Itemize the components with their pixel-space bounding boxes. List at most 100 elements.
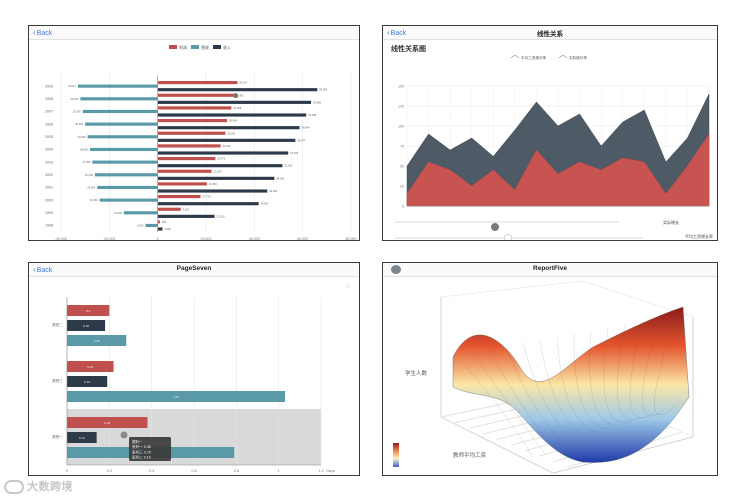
data-label: 2,000 [165,227,172,231]
bar [85,122,158,126]
x-tick-label: 0 [66,469,68,473]
bar [157,189,268,193]
tooltip-line: 系列二: 0.14 [132,455,151,460]
x-axis-label: Days [326,469,335,473]
data-label: 33,017 [239,81,247,85]
data-label: 25,000 [87,185,95,189]
tooltip-line: 类别一 [132,439,143,444]
page-title: PageSeven [176,265,212,272]
bar [157,195,201,199]
data-label: 28,000 [80,147,88,151]
bar [157,138,296,142]
bar [157,214,215,218]
tooltip-line: 系列三: 0.79 [132,449,151,454]
x-tick-label: 1.2 [318,469,323,473]
bar [157,157,216,161]
nav-bar: ‹Back PageSeven [29,263,359,277]
axis-box [440,297,694,474]
data-label: 0.19 [84,380,90,384]
tooltip-line: 系列一: 0.38 [132,444,151,449]
data-label: 0.38 [104,421,110,425]
x-tick-label: 1 [278,469,280,473]
data-label: 48,283 [276,176,284,180]
y-tick-label: 150 [398,85,404,89]
data-label: 29,000 [78,135,86,139]
x-tick-label: 20,000 [201,237,212,240]
nav-bar: ‹Back [29,26,359,40]
bar [157,144,221,148]
legend-label: 利润 [179,44,187,50]
x-tick-label: 60,000 [297,237,308,240]
y-tick-label: 2008 [45,97,53,101]
y-tick-label: 75 [400,145,404,149]
mesh-line [522,342,578,442]
data-label: 56,977 [297,138,305,142]
x-tick-label: 0.2 [107,469,112,473]
x-tick-label: 0.6 [191,469,196,473]
axis-box [440,280,694,318]
back-button[interactable] [391,265,401,274]
data-label: 58,694 [302,126,310,130]
surface-3d-chart [393,280,694,474]
back-button[interactable]: ‹Back [387,28,406,37]
bar [67,305,110,316]
cursor-dot [233,93,239,99]
bar [123,211,158,215]
data-label: 0.2 [86,309,91,313]
legend-swatch [169,45,177,49]
data-label: 0.14 [79,436,85,440]
mesh-line [454,354,534,458]
legend-swatch [558,54,568,59]
bar-chart-panel: ‹Back -40,000 -20,000 0 20,000 40,000 60,000 8… [28,25,360,241]
data-label: 24,000 [90,198,98,202]
back-button[interactable]: ‹Back [33,28,52,37]
data-label: 5,000 [137,223,144,227]
y-tick-label: 25 [400,185,404,189]
surface-chart-panel: ReportFive 学生人数 教师平均工资 [382,262,718,476]
tooltip-box [129,437,171,461]
x-axis-label: 教师平均工资 [453,453,487,459]
bar [67,320,106,331]
data-label: 23,520 [217,214,225,218]
data-label: 30,488 [233,106,241,110]
slider-thumb [504,234,512,240]
data-label: 63,469 [313,100,321,104]
data-label: 28,031 [227,131,235,135]
data-label: 23,875 [217,157,225,161]
brand-logo-icon [4,480,24,495]
bar [157,81,238,85]
back-button[interactable]: ‹Back [33,265,52,274]
bar [145,223,158,228]
data-label: 28,694 [229,119,237,123]
bar [97,185,158,190]
back-label: Back [36,267,53,274]
y-tick-label: 2001 [45,186,53,190]
nav-bar: ‹Back 线性关系 [383,26,717,40]
bar [157,164,283,168]
color-legend [393,443,399,467]
legend-swatch [191,45,199,49]
slider-label: 实际增长 [663,219,679,225]
data-label: 14,000 [114,211,122,215]
slider-thumb [491,223,499,231]
back-label: Back [36,30,53,37]
bar [157,176,275,180]
data-label: 30,000 [75,122,83,126]
data-label: 32,000 [70,97,78,101]
scatter-icon[interactable]: ⁘ [345,284,351,291]
y-tick-label: 1999 [45,211,53,215]
data-label: 51,626 [284,164,292,168]
chevron-left-icon: ‹ [33,265,36,274]
legend-label: 营收 [201,44,209,50]
y-tick-label: 125 [398,105,404,109]
back-label: Back [390,30,407,37]
bar [157,207,181,211]
bar [157,93,234,97]
x-tick-label: -20,000 [103,237,115,240]
bar [67,432,97,443]
bar [87,135,158,139]
legend-swatch [510,54,520,59]
bar [92,160,158,164]
data-label: 27,000 [82,160,90,164]
bar [157,126,300,130]
